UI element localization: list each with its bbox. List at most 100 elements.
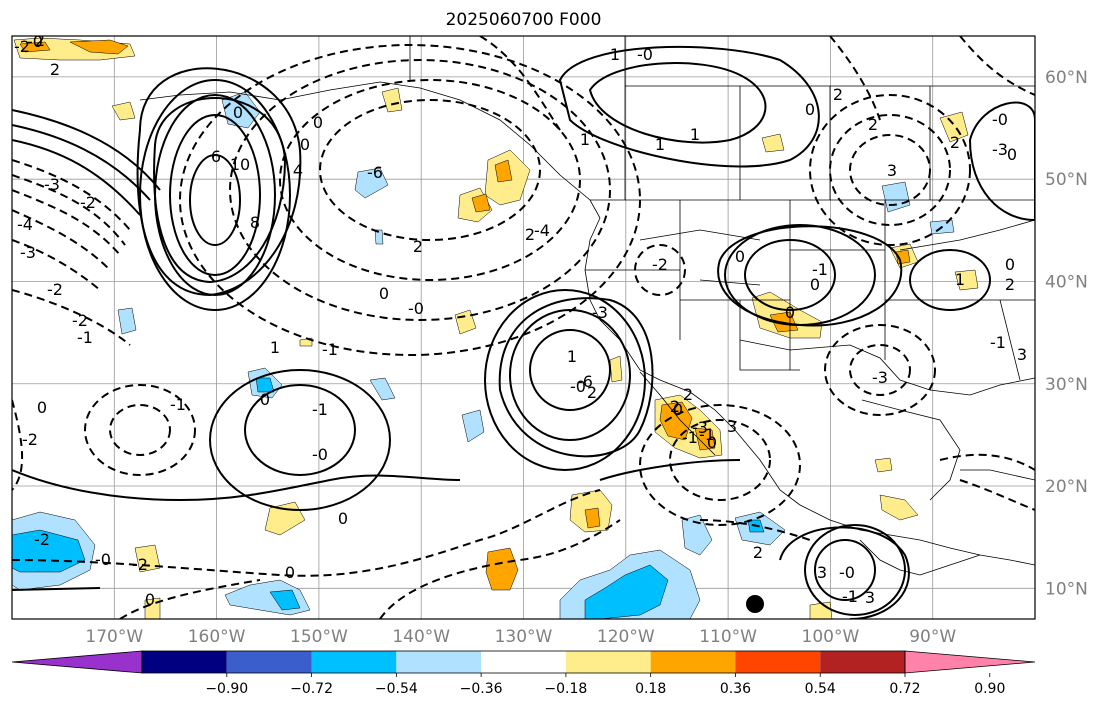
contour-label: 0 xyxy=(233,103,243,122)
contour-label: -0 xyxy=(95,550,111,569)
contour-label: 0 xyxy=(810,275,820,294)
contour-label: -1 xyxy=(699,425,715,444)
contour-label: -0 xyxy=(570,377,586,396)
contour-label: 3 xyxy=(1017,345,1027,364)
contour-label: -1 xyxy=(77,328,93,347)
contour-label: 2 xyxy=(587,383,597,402)
contour-label: -0 xyxy=(27,32,43,51)
contour-label: 3 xyxy=(817,563,827,582)
colorbar-extend-high xyxy=(904,650,1036,674)
latitude-labels: 60°N 50°N 40°N 30°N 20°N 10°N xyxy=(1045,68,1088,599)
contour-label: -4 xyxy=(534,221,550,240)
colorbar-segment xyxy=(481,651,566,673)
colorbar-tick-label: −0.18 xyxy=(544,681,587,697)
lon-tick-label: 140°W xyxy=(392,627,450,647)
lon-tick-label: 110°W xyxy=(699,627,757,647)
contour-label: 0 xyxy=(379,284,389,303)
contour-label: -2 xyxy=(72,311,88,330)
contour-label: 8 xyxy=(250,213,260,232)
contour-label: 1 xyxy=(567,347,577,366)
colorbar-segment xyxy=(311,651,397,673)
contour-label: 6 xyxy=(211,147,221,166)
contour-label: 2 xyxy=(683,385,693,404)
colorbar xyxy=(11,650,1036,674)
contour-label: 4 xyxy=(293,161,303,180)
colorbar-segment xyxy=(396,651,482,673)
contour-label: -0 xyxy=(408,299,424,318)
colorbar-tick-labels: −0.90 −0.72 −0.54 −0.36 −0.18 0.18 0.36 0.54 0.7… xyxy=(205,673,1005,697)
contour-label: 2 xyxy=(868,115,878,134)
contour-label: -2 xyxy=(34,530,50,549)
lon-tick-label: 100°W xyxy=(802,627,860,647)
contour-label: 2 xyxy=(670,397,680,416)
lat-tick-label: 10°N xyxy=(1045,579,1088,599)
longitude-labels: 170°W 160°W 150°W 140°W 130°W 120°W 110°W 100°W… xyxy=(85,627,956,647)
colorbar-segment xyxy=(142,651,227,673)
contour-label: 0 xyxy=(285,563,295,582)
coastlines-borders xyxy=(139,36,1035,576)
contour-label: 2 xyxy=(833,85,843,104)
lon-tick-label: 150°W xyxy=(290,627,348,647)
colorbar-tick-label: 0.72 xyxy=(889,681,920,697)
contour-label: -0 xyxy=(992,110,1008,129)
contour-label: -3 xyxy=(592,303,608,322)
contour-label: -3 xyxy=(992,140,1008,159)
contour-label: 2 xyxy=(413,237,423,256)
contour-label: -1 xyxy=(990,333,1006,352)
location-marker-dot xyxy=(746,595,764,613)
contour-label: 0 xyxy=(805,100,815,119)
contour-label: 1 xyxy=(610,45,620,64)
lat-tick-label: 30°N xyxy=(1045,375,1088,395)
colorbar-segment xyxy=(226,651,312,673)
contour-label: 1 xyxy=(655,135,665,154)
lon-tick-label: 120°W xyxy=(597,627,655,647)
contour-label: -1 xyxy=(682,428,698,447)
lat-tick-label: 60°N xyxy=(1045,68,1088,88)
contour-label: 1 xyxy=(580,130,590,149)
colorbar-extend-low xyxy=(11,650,143,674)
colorbar-tick-label: 0.18 xyxy=(635,681,666,697)
lon-tick-label: 160°W xyxy=(188,627,246,647)
contour-label: 2 xyxy=(525,225,535,244)
colorbar-segment xyxy=(820,651,905,673)
contour-label: 0 xyxy=(300,135,310,154)
contour-label: -2 xyxy=(22,430,38,449)
contour-label: -3 xyxy=(692,418,708,437)
contour-label: 2 xyxy=(35,31,45,50)
contour-label: 3 xyxy=(887,161,897,180)
contour-label: -1 xyxy=(322,340,338,359)
contour-label: 2 xyxy=(950,133,960,152)
contour-label: -6 xyxy=(577,372,593,391)
colorbar-outline xyxy=(141,650,906,674)
lat-tick-label: 20°N xyxy=(1045,477,1088,497)
contour-label: -3 xyxy=(872,368,888,387)
contour-label: -1 xyxy=(812,260,828,279)
colorbar-tick-label: −0.72 xyxy=(290,681,333,697)
contour-label: -2 xyxy=(47,280,63,299)
contour-label: 3 xyxy=(865,588,875,607)
contour-label: -2 xyxy=(652,255,668,274)
lon-tick-label: 90°W xyxy=(909,627,956,647)
contour-label: 1 xyxy=(690,125,700,144)
contour-label: 0 xyxy=(673,400,683,419)
lat-tick-label: 40°N xyxy=(1045,272,1088,292)
colorbar-segment xyxy=(650,651,736,673)
lon-tick-label: 170°W xyxy=(85,627,143,647)
map-frame xyxy=(11,35,1036,620)
contour-label: -1 xyxy=(170,395,186,414)
contour-label: 2 xyxy=(1005,275,1015,294)
contour-label: 0 xyxy=(313,113,323,132)
contour-label: -4 xyxy=(17,215,33,234)
contour-label: 2 xyxy=(753,543,763,562)
contour-label: 0 xyxy=(145,590,155,609)
contour-label: 0 xyxy=(735,247,745,266)
contour-label: 10 xyxy=(230,155,250,174)
colorbar-tick-label: 0.90 xyxy=(974,681,1005,697)
colorbar-tick-label: −0.54 xyxy=(375,681,418,697)
contour-label: -0 xyxy=(312,445,328,464)
contour-label: -2 xyxy=(14,37,30,56)
colorbar-tick-label: −0.90 xyxy=(205,681,248,697)
contour-label: -0 xyxy=(839,563,855,582)
